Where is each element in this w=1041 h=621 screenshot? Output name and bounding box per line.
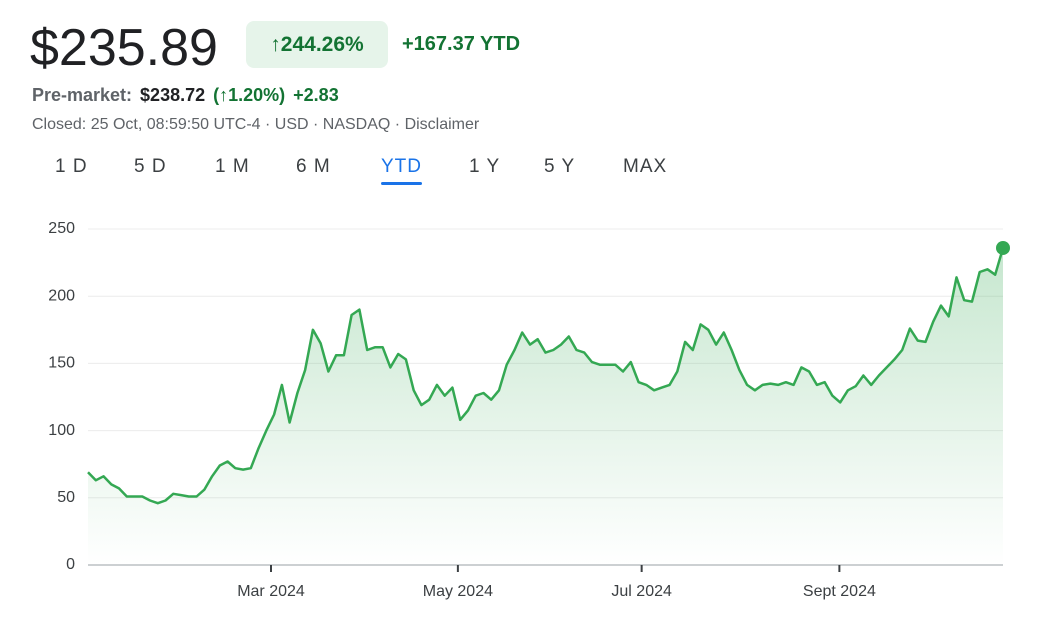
y-tick-label: 50 xyxy=(57,489,75,506)
premarket-price: $238.72 xyxy=(140,85,206,105)
range-tab[interactable]: YTD xyxy=(381,156,422,185)
range-tab[interactable]: 5 Y xyxy=(544,156,576,177)
y-tick-label: 0 xyxy=(66,556,75,573)
x-tick-label: May 2024 xyxy=(423,583,493,600)
last-point xyxy=(996,240,1010,255)
y-tick-label: 100 xyxy=(48,422,75,439)
range-tab[interactable]: 1 M xyxy=(215,156,250,177)
premarket-label: Pre-market: xyxy=(32,85,133,105)
range-tab[interactable]: 5 D xyxy=(134,156,167,177)
y-tick-label: 150 xyxy=(48,355,75,372)
x-tick-label: Sept 2024 xyxy=(803,583,876,600)
x-tick-label: Mar 2024 xyxy=(237,583,305,600)
x-tick-label: Jul 2024 xyxy=(611,583,672,600)
premarket-change: +2.83 xyxy=(293,85,339,105)
y-tick-label: 200 xyxy=(48,287,75,304)
price: $235.89 xyxy=(30,19,218,77)
y-tick-label: 250 xyxy=(48,220,75,237)
range-tab[interactable]: 6 M xyxy=(296,156,331,177)
change-ytd: +167.37 YTD xyxy=(402,33,521,55)
range-tab[interactable]: MAX xyxy=(623,156,668,177)
premarket-pct: (↑1.20%) xyxy=(213,85,286,105)
range-tab[interactable]: 1 D xyxy=(55,156,88,177)
change-badge: ↑244.26% xyxy=(246,21,388,68)
range-tab[interactable]: 1 Y xyxy=(469,156,501,177)
premarket: Pre-market: $238.72 (↑1.20%) +2.83 xyxy=(32,85,347,106)
closed-info: Closed: 25 Oct, 08:59:50 UTC-4 · USD · N… xyxy=(32,116,480,133)
area-fill xyxy=(88,248,1003,565)
price-line xyxy=(87,247,1005,505)
